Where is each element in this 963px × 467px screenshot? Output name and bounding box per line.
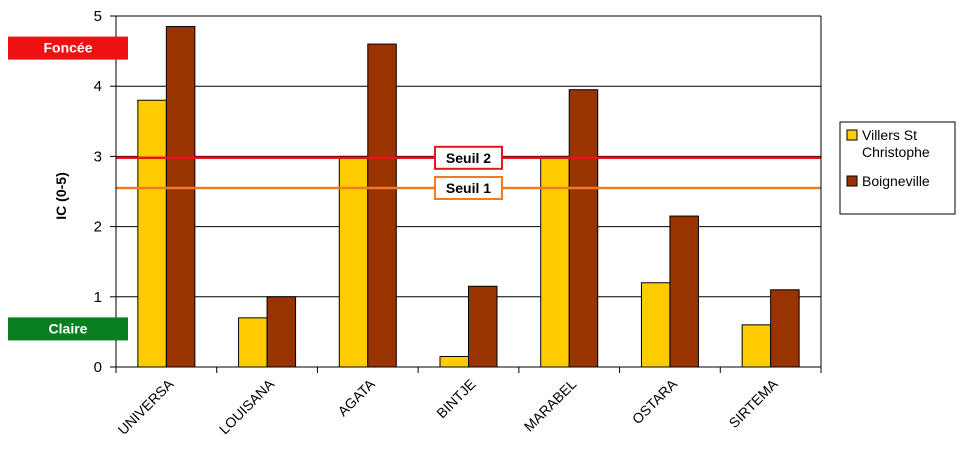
x-tick-label-universa: UNIVERSA: [115, 375, 177, 437]
bar-boigneville-agata: [367, 43, 397, 368]
bar-boigneville-ostara: [669, 215, 699, 368]
x-tick-labels: UNIVERSA LOUISANA AGATA BINTJE MARABEL OSTARA…: [115, 375, 782, 437]
bars: [137, 26, 800, 368]
bar-boigneville-universa: [165, 26, 196, 368]
legend-box: [839, 121, 956, 215]
x-tick-label-louisana: LOUISANA: [216, 375, 278, 437]
thresholds: Seuil 2 Seuil 1: [116, 145, 821, 200]
bar-boigneville-sirtema: [770, 289, 800, 368]
bar-villers-louisana: [238, 317, 268, 368]
threshold-box-seuil-2: [434, 145, 503, 170]
axes: [110, 15, 822, 373]
legend-swatch-boigneville: [846, 175, 858, 187]
scale-tag-label-claire: Claire: [49, 320, 88, 336]
bar-villers-bintje: [439, 355, 469, 368]
legend-label-villers: Christophe: [862, 144, 930, 160]
bar-villers-agata: [338, 155, 369, 368]
x-tick-label-agata: AGATA: [334, 375, 378, 419]
threshold-box-seuil-1: [434, 175, 503, 200]
bar-boigneville-louisana: [266, 296, 297, 368]
bar-villers-ostara: [640, 282, 671, 368]
legend-swatch-villers: [846, 129, 858, 141]
y-tick-labels: 0 1 2 3 4 5: [94, 8, 102, 376]
bar-villers-universa: [137, 99, 167, 368]
threshold-label-seuil-1: Seuil 1: [446, 180, 491, 196]
y-axis-label: IC (0-5): [53, 172, 69, 219]
x-tick-label-bintje: BINTJE: [433, 376, 478, 421]
bar-villers-marabel: [540, 155, 570, 368]
bar-villers-sirtema: [741, 324, 772, 368]
scale-tag-fonce: [8, 36, 128, 60]
scale-tag-label-fonce: Foncée: [43, 40, 92, 56]
y-tick-label: 2: [94, 219, 102, 236]
y-tick-label: 1: [94, 289, 102, 306]
bar-boigneville-bintje: [468, 285, 498, 368]
x-tick-label-sirtema: SIRTEMA: [726, 375, 782, 431]
scale-tag-claire: [8, 317, 128, 341]
bar-boigneville-marabel: [568, 89, 599, 368]
x-tick-label-marabel: MARABEL: [521, 376, 580, 435]
y-tick-label: 3: [94, 148, 102, 165]
threshold-label-seuil-2: Seuil 2: [446, 150, 491, 166]
y-tick-label: 4: [94, 78, 102, 95]
scale-tags: Foncée Claire: [8, 36, 128, 341]
legend-label-villers: Villers St: [862, 127, 917, 143]
y-tick-label: 0: [94, 359, 102, 376]
y-tick-label: 5: [94, 8, 102, 25]
x-tick-label-ostara: OSTARA: [629, 375, 681, 427]
legend-label-boigneville: Boigneville: [862, 173, 930, 189]
